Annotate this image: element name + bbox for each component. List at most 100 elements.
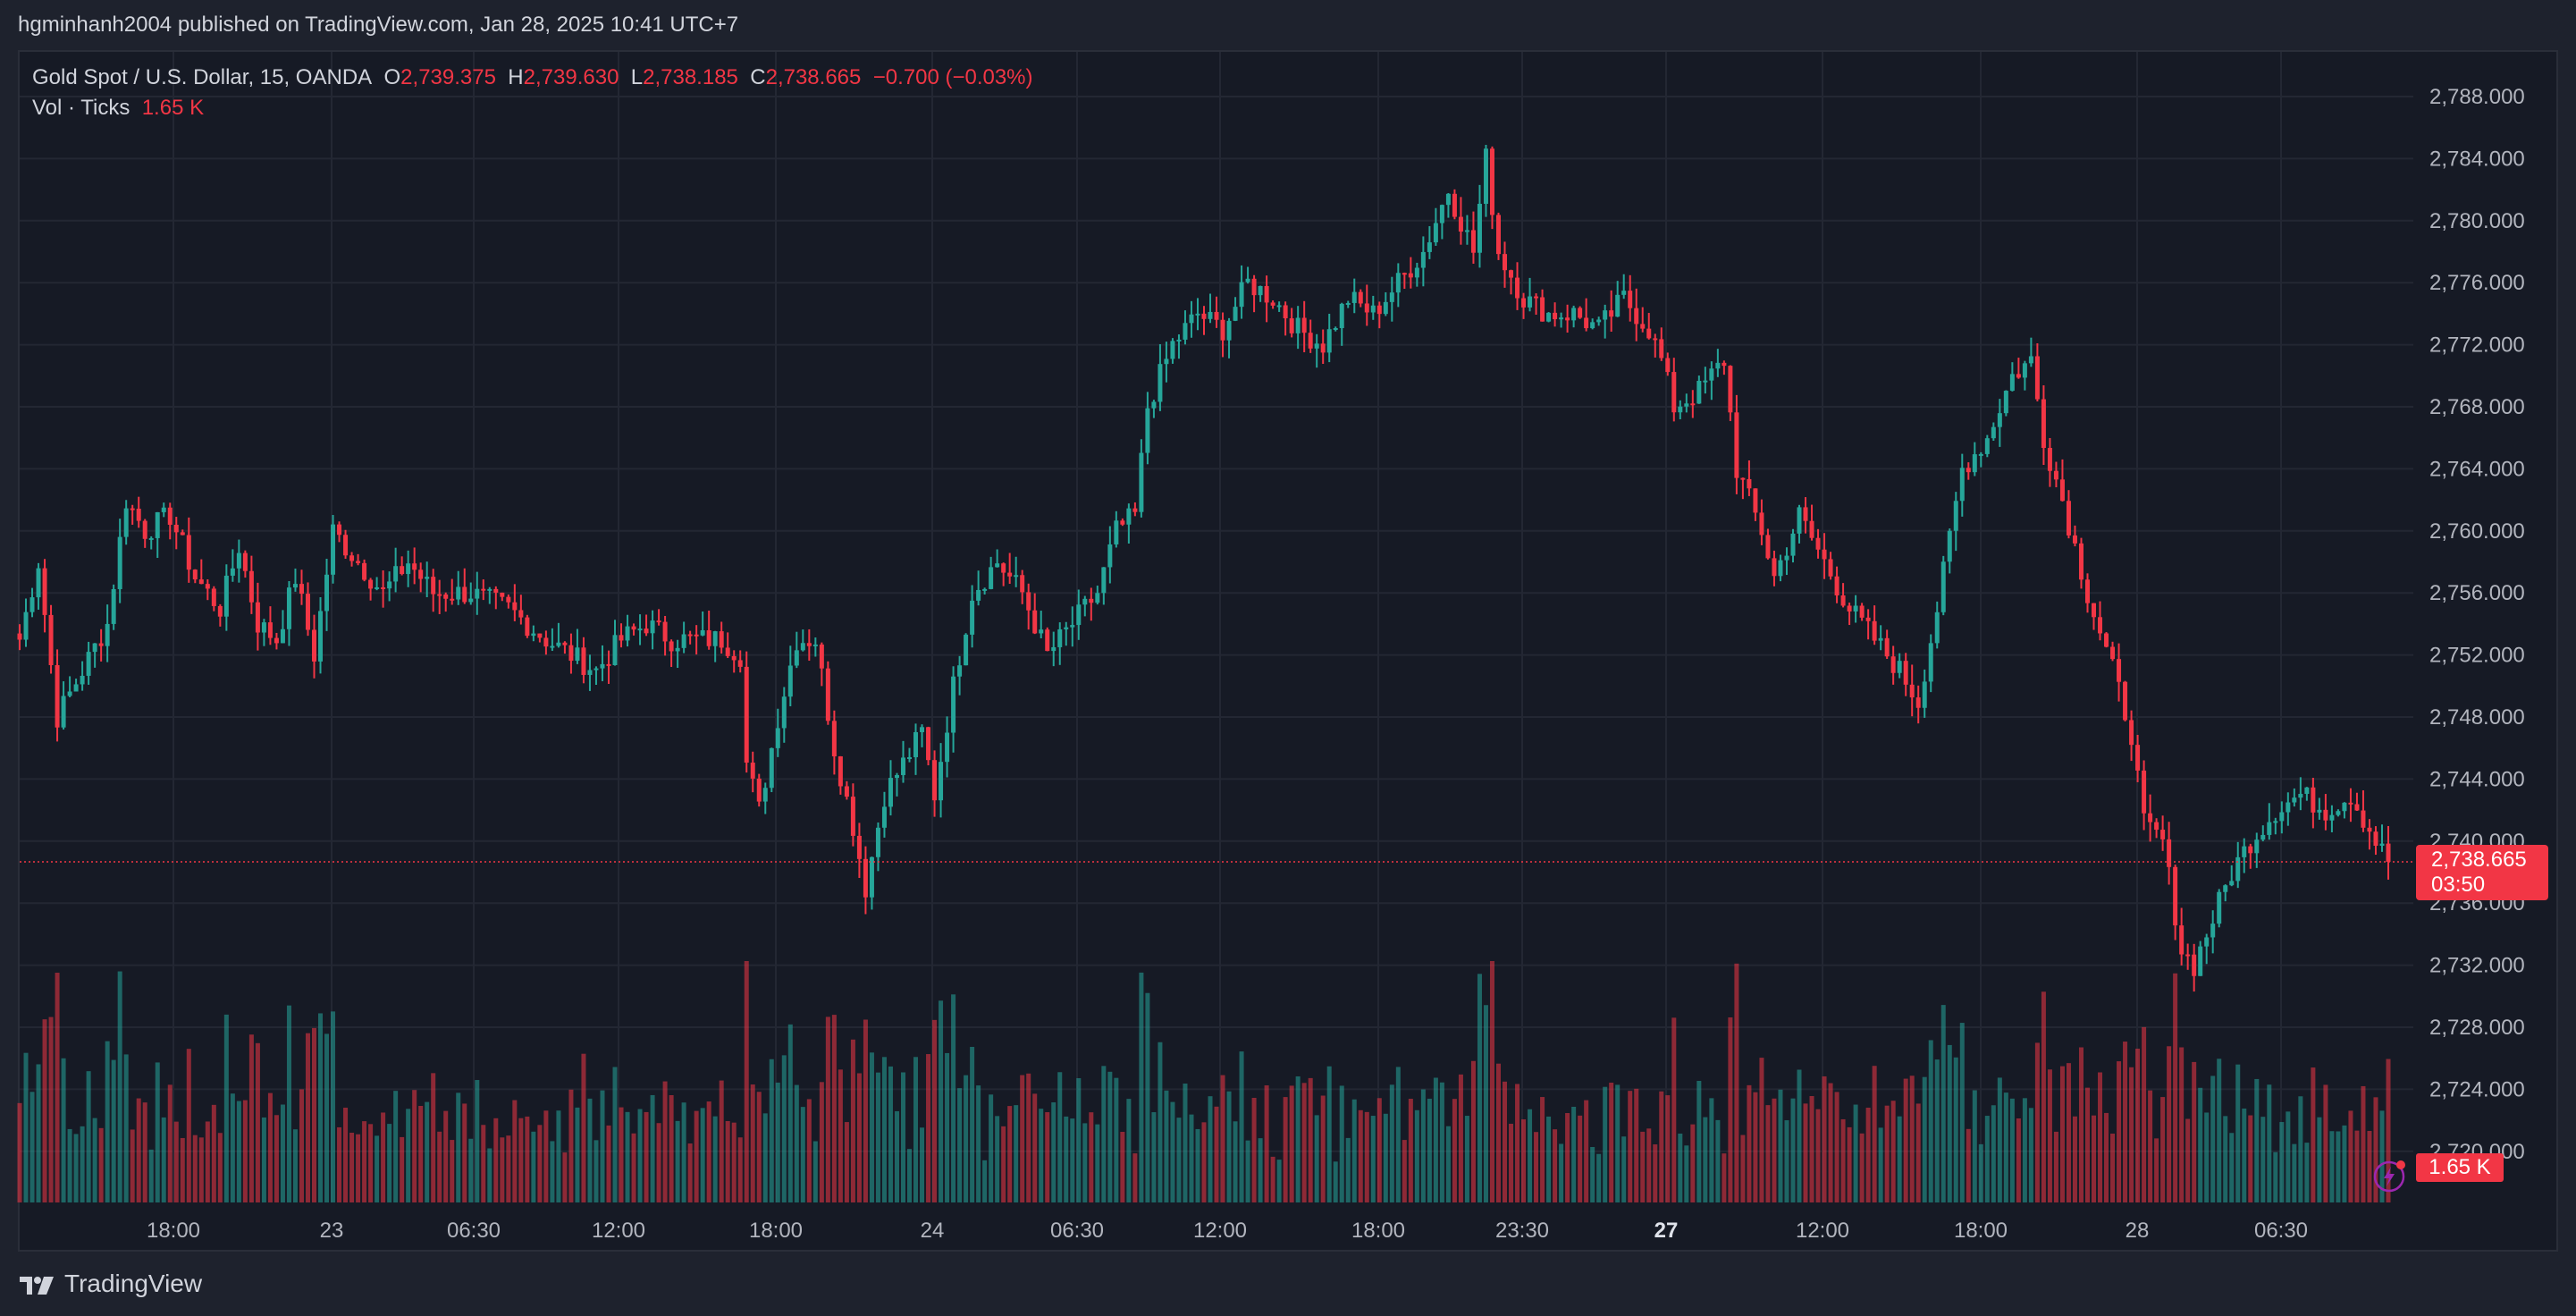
volume-bar	[2298, 1096, 2303, 1202]
volume-bar	[1170, 1101, 1175, 1202]
candle-body	[2348, 802, 2353, 805]
candle-body	[894, 774, 899, 779]
candle-body	[2373, 831, 2378, 847]
lightning-icon[interactable]	[2371, 1159, 2407, 1194]
volume-bar	[694, 1110, 699, 1202]
candle-body	[1239, 282, 1244, 308]
volume-bar	[1678, 1133, 1683, 1202]
volume-bar	[2373, 1097, 2378, 1202]
candle-body	[926, 727, 931, 761]
volume-bar	[2361, 1085, 2366, 1202]
candle-body	[167, 507, 173, 525]
candle-body	[1797, 507, 1802, 534]
candle-body	[537, 633, 543, 638]
candle-body	[2092, 603, 2097, 618]
tradingview-logo-icon[interactable]	[20, 1275, 55, 1296]
candle-body	[255, 602, 260, 633]
candle-body	[42, 568, 47, 615]
candle-body	[1057, 628, 1063, 647]
candle-body	[650, 620, 655, 634]
candle-body	[1665, 358, 1671, 373]
candle-body	[381, 586, 386, 589]
volume-bar	[205, 1121, 210, 1202]
volume-bar	[375, 1135, 380, 1202]
candle-body	[2329, 814, 2335, 821]
volume-bar	[1295, 1076, 1301, 1202]
volume-bar	[2129, 1067, 2134, 1202]
candle-body	[819, 644, 824, 669]
volume-bar	[1095, 1124, 1100, 1202]
y-tick-label: 2,728.000	[2429, 1016, 2525, 1040]
candle-body	[2129, 720, 2134, 746]
candle-body	[939, 762, 944, 801]
volume-bar	[2354, 1130, 2360, 1202]
volume-bar	[976, 1085, 981, 1202]
volume-bar	[475, 1080, 480, 1202]
candle-body	[331, 524, 336, 575]
volume-bar	[1239, 1051, 1244, 1202]
candle-body	[2254, 839, 2260, 854]
volume-bar	[105, 1041, 110, 1202]
volume-bar	[136, 1098, 141, 1202]
legend-low-value: 2,738.185	[643, 65, 738, 89]
legend-low-label: L	[630, 65, 644, 89]
volume-bar	[2217, 1059, 2222, 1202]
volume-bar	[1709, 1098, 1714, 1202]
volume-bar	[1445, 1126, 1451, 1202]
volume-bar	[468, 1138, 474, 1202]
volume-bar	[506, 1135, 511, 1202]
footer-brand[interactable]: TradingView	[64, 1270, 203, 1297]
candle-body	[637, 628, 643, 631]
volume-bar	[1671, 1017, 1677, 1202]
volume-bar	[142, 1102, 147, 1202]
candle-body	[1145, 408, 1150, 453]
volume-bar	[217, 1133, 223, 1202]
candle-body	[311, 629, 316, 662]
volume-bar	[1120, 1132, 1125, 1202]
candle-body	[1439, 205, 1444, 224]
volume-bar	[1283, 1097, 1288, 1202]
volume-bar	[55, 973, 60, 1202]
candle-body	[1452, 193, 1457, 217]
volume-bar	[1840, 1118, 1846, 1202]
candle-body	[1489, 148, 1494, 215]
volume-bar	[1653, 1144, 1658, 1202]
volume-bar	[537, 1125, 543, 1202]
candle-body	[1339, 303, 1344, 328]
candle-body	[1759, 512, 1764, 536]
candle-body	[2110, 646, 2116, 660]
candle-body	[487, 588, 492, 591]
candle-body	[1784, 555, 1789, 561]
x-tick-label: 18:00	[1351, 1219, 1405, 1243]
candle-body	[1809, 520, 1814, 538]
chart-frame[interactable]	[18, 50, 2558, 1252]
candle-body	[73, 684, 79, 692]
candle-body	[130, 508, 135, 510]
volume-bar	[838, 1069, 843, 1202]
candle-body	[2135, 745, 2141, 771]
volume-bar	[493, 1118, 499, 1202]
candle-body	[1847, 605, 1852, 612]
candle-body	[349, 555, 355, 561]
volume-bar	[863, 1019, 868, 1202]
volume-bar	[2135, 1048, 2141, 1202]
candle-body	[562, 642, 568, 645]
volume-bar	[1603, 1086, 1608, 1202]
candle-body	[292, 584, 298, 588]
legend-open-value: 2,739.375	[400, 65, 496, 89]
candle-body	[2192, 954, 2197, 976]
volume-bar	[198, 1137, 204, 1202]
volume-bar	[995, 1116, 1000, 1202]
candle-body	[1464, 230, 1469, 232]
bar-countdown: 03:50	[2431, 873, 2486, 897]
volume-bar	[1540, 1097, 1545, 1202]
volume-bar	[2123, 1042, 2128, 1202]
candle-body	[725, 647, 730, 656]
candle-body	[951, 676, 956, 733]
volume-bar	[500, 1137, 505, 1202]
volume-bar	[1953, 1057, 1958, 1202]
candle-body	[812, 644, 818, 646]
legend: Gold Spot / U.S. Dollar, 15, OANDA O2,73…	[32, 63, 1033, 123]
volume-bar	[1370, 1116, 1376, 1202]
